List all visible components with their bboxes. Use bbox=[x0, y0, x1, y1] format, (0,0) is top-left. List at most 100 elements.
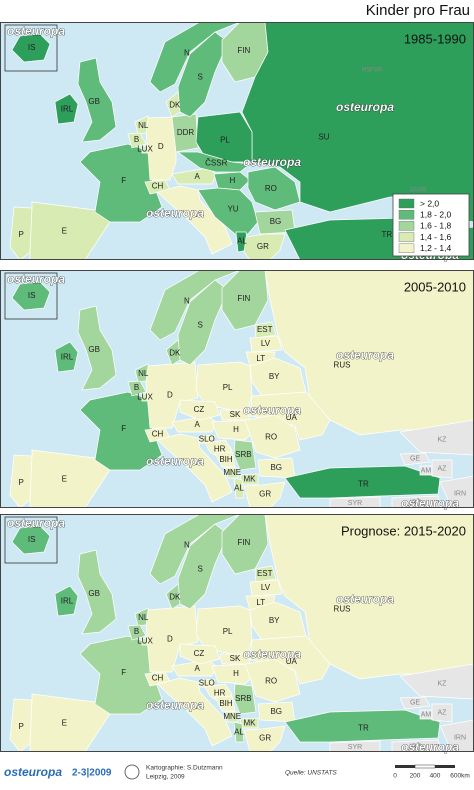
country bbox=[171, 167, 217, 185]
country bbox=[243, 481, 286, 508]
country-label: PL bbox=[223, 627, 233, 636]
country bbox=[214, 451, 236, 468]
country-label: IRL bbox=[61, 352, 74, 361]
country bbox=[221, 514, 269, 575]
country bbox=[157, 433, 233, 503]
legend-label: 1,6 - 1,8 bbox=[420, 221, 451, 231]
region-annotation: GSSR bbox=[409, 188, 427, 194]
country-label: D bbox=[167, 634, 173, 643]
country-label: KZ bbox=[438, 681, 448, 688]
country-label: BY bbox=[269, 616, 280, 625]
panel-title: 1985-1990 bbox=[404, 31, 466, 46]
country-label: B bbox=[134, 627, 139, 636]
country-label: FIN bbox=[237, 46, 250, 55]
country-label: GR bbox=[259, 490, 271, 499]
country-label: TR bbox=[358, 724, 369, 733]
country-label: N bbox=[184, 297, 190, 306]
map-layer bbox=[0, 270, 474, 508]
country-label: D bbox=[167, 390, 173, 399]
country-label: HR bbox=[214, 445, 226, 454]
country-label: GB bbox=[88, 97, 100, 106]
country-label: F bbox=[121, 176, 126, 185]
country bbox=[9, 454, 33, 508]
country-label: SLO bbox=[199, 678, 215, 687]
page-title: Kinder pro Frau bbox=[366, 2, 470, 19]
country bbox=[11, 33, 51, 63]
country-label: IRN bbox=[454, 734, 466, 741]
country-label: PL bbox=[223, 383, 233, 392]
country-label: A bbox=[195, 420, 201, 429]
country bbox=[11, 281, 51, 311]
country bbox=[54, 341, 79, 373]
panel-title: Prognose: 2015-2020 bbox=[341, 523, 466, 538]
country bbox=[249, 335, 283, 353]
watermark: osteuropa bbox=[401, 740, 459, 754]
footer-credit: Kartographie: S.Dutzmann bbox=[146, 765, 223, 772]
footer-credit: Leipzig, 2009 bbox=[146, 774, 185, 781]
country-label: RUS bbox=[334, 361, 351, 370]
country-label: AM bbox=[421, 711, 432, 718]
legend-swatch bbox=[398, 198, 415, 209]
country-label: SRB bbox=[235, 450, 251, 459]
watermark: osteuropa bbox=[336, 100, 394, 114]
country-label: BG bbox=[270, 707, 282, 716]
country bbox=[177, 523, 229, 610]
country-label: S bbox=[197, 320, 202, 329]
country bbox=[284, 465, 441, 499]
country-label: H bbox=[233, 425, 239, 434]
country-label: B bbox=[134, 135, 139, 144]
country-label: MNE bbox=[223, 468, 241, 477]
country bbox=[9, 206, 33, 260]
watermark: osteuropa bbox=[336, 348, 394, 362]
country bbox=[145, 605, 199, 673]
country bbox=[233, 721, 245, 743]
country-label: LV bbox=[261, 583, 271, 592]
country-label: D bbox=[158, 142, 164, 151]
country-label: P bbox=[19, 478, 24, 487]
country bbox=[157, 677, 233, 747]
country-label: NL bbox=[138, 613, 149, 622]
country-label: CH bbox=[152, 430, 164, 439]
country-label: E bbox=[62, 718, 67, 727]
country-label: GE bbox=[410, 455, 420, 462]
country-label: I bbox=[195, 702, 197, 711]
country-label: GB bbox=[88, 345, 100, 354]
scale-label: 400 bbox=[430, 773, 441, 780]
region-annotation: RSFSR bbox=[362, 68, 383, 74]
country-label: RO bbox=[265, 677, 277, 686]
country-label: AL bbox=[234, 728, 244, 737]
country-label: P bbox=[19, 722, 24, 731]
watermark: osteuropa bbox=[7, 24, 65, 38]
country bbox=[224, 711, 239, 723]
country bbox=[249, 635, 331, 685]
scale-label: 600km bbox=[450, 773, 470, 780]
country bbox=[244, 414, 301, 459]
country-label: AZ bbox=[438, 465, 448, 472]
country-label: SYR bbox=[348, 744, 362, 751]
panel-title: 2005-2010 bbox=[404, 279, 466, 294]
country-label: YU bbox=[227, 205, 238, 214]
country-label: UA bbox=[286, 413, 298, 422]
watermark: osteuropa bbox=[146, 698, 204, 712]
country bbox=[77, 57, 117, 143]
watermark: osteuropa bbox=[146, 206, 204, 220]
country-label: P bbox=[19, 230, 24, 239]
country-label: S bbox=[197, 72, 202, 81]
country bbox=[233, 477, 245, 499]
country-label: SK bbox=[230, 654, 241, 663]
scale-label: 200 bbox=[410, 773, 421, 780]
country bbox=[77, 549, 117, 635]
country-label: RO bbox=[265, 184, 277, 193]
watermark: osteuropa bbox=[146, 454, 204, 468]
country-label: MK bbox=[244, 718, 257, 727]
legend: > 2,01,8 - 2,0 1,6 - 1,81,4 - 1,61,2 - 1,… bbox=[392, 193, 470, 257]
country-label: SYR bbox=[348, 500, 362, 507]
country bbox=[329, 740, 381, 752]
country bbox=[391, 495, 443, 508]
country-label: IRN bbox=[454, 490, 466, 497]
country bbox=[54, 93, 79, 125]
country-label: KZ bbox=[438, 437, 448, 444]
country-label: A bbox=[195, 172, 201, 181]
country-label: BIH bbox=[219, 699, 233, 708]
